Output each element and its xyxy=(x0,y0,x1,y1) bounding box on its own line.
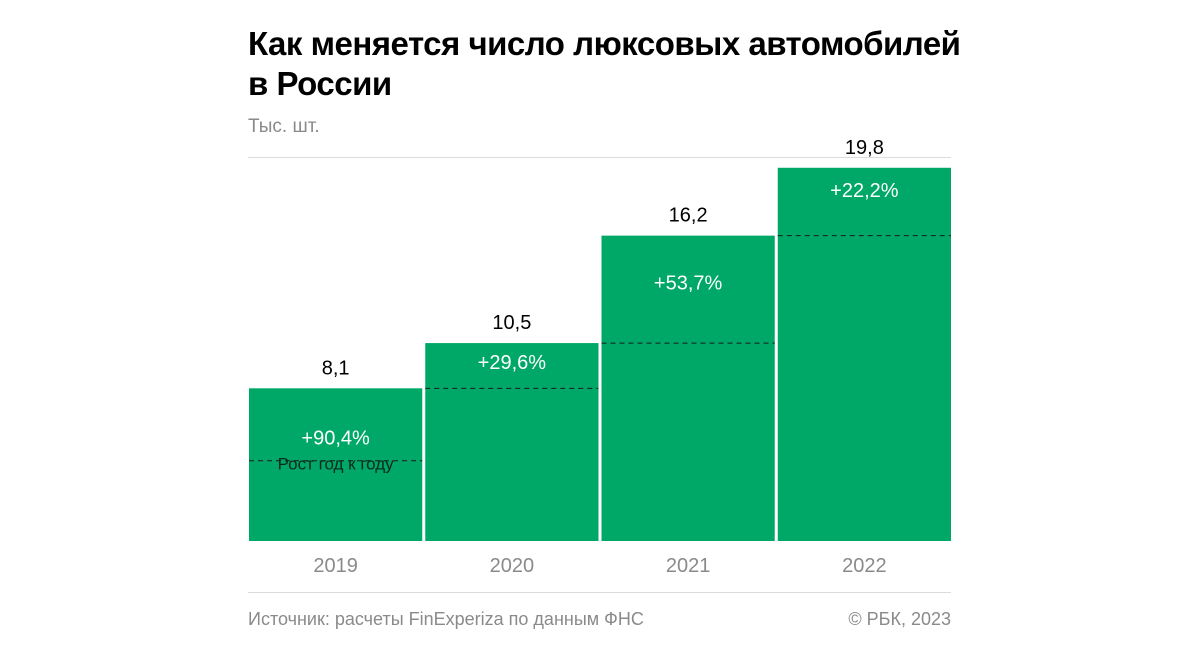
chart-title-line-2: в России xyxy=(248,65,392,102)
chart-title-line-1: Как меняется число люксовых автомобилей xyxy=(248,25,961,62)
x-tick-label: 2021 xyxy=(666,555,711,577)
value-label: 10,5 xyxy=(492,312,531,334)
top-divider xyxy=(248,157,951,158)
growth-label: +29,6% xyxy=(478,352,547,374)
bar-2021 xyxy=(601,235,775,541)
unit-label: Тыс. шт. xyxy=(248,116,320,137)
bottom-divider xyxy=(248,592,951,593)
chart-title: Как меняется число люксовых автомобилей … xyxy=(248,24,968,104)
growth-caption: Рост год к году xyxy=(278,454,395,473)
bar-2020 xyxy=(425,343,599,541)
growth-label: +22,2% xyxy=(830,180,899,202)
bar-2022 xyxy=(777,167,951,541)
value-label: 8,1 xyxy=(322,357,350,379)
growth-label: +90,4% xyxy=(301,427,370,449)
copyright: © РБК, 2023 xyxy=(848,609,951,629)
source-note: Источник: расчеты FinExperiza по данным … xyxy=(248,609,644,629)
bar-2019 xyxy=(249,388,423,541)
x-tick-label: 2022 xyxy=(842,555,887,577)
growth-label: +53,7% xyxy=(654,273,723,295)
x-tick-label: 2019 xyxy=(313,555,358,577)
value-label: 19,8 xyxy=(845,137,884,159)
x-tick-label: 2020 xyxy=(490,555,535,577)
value-label: 16,2 xyxy=(669,205,708,227)
